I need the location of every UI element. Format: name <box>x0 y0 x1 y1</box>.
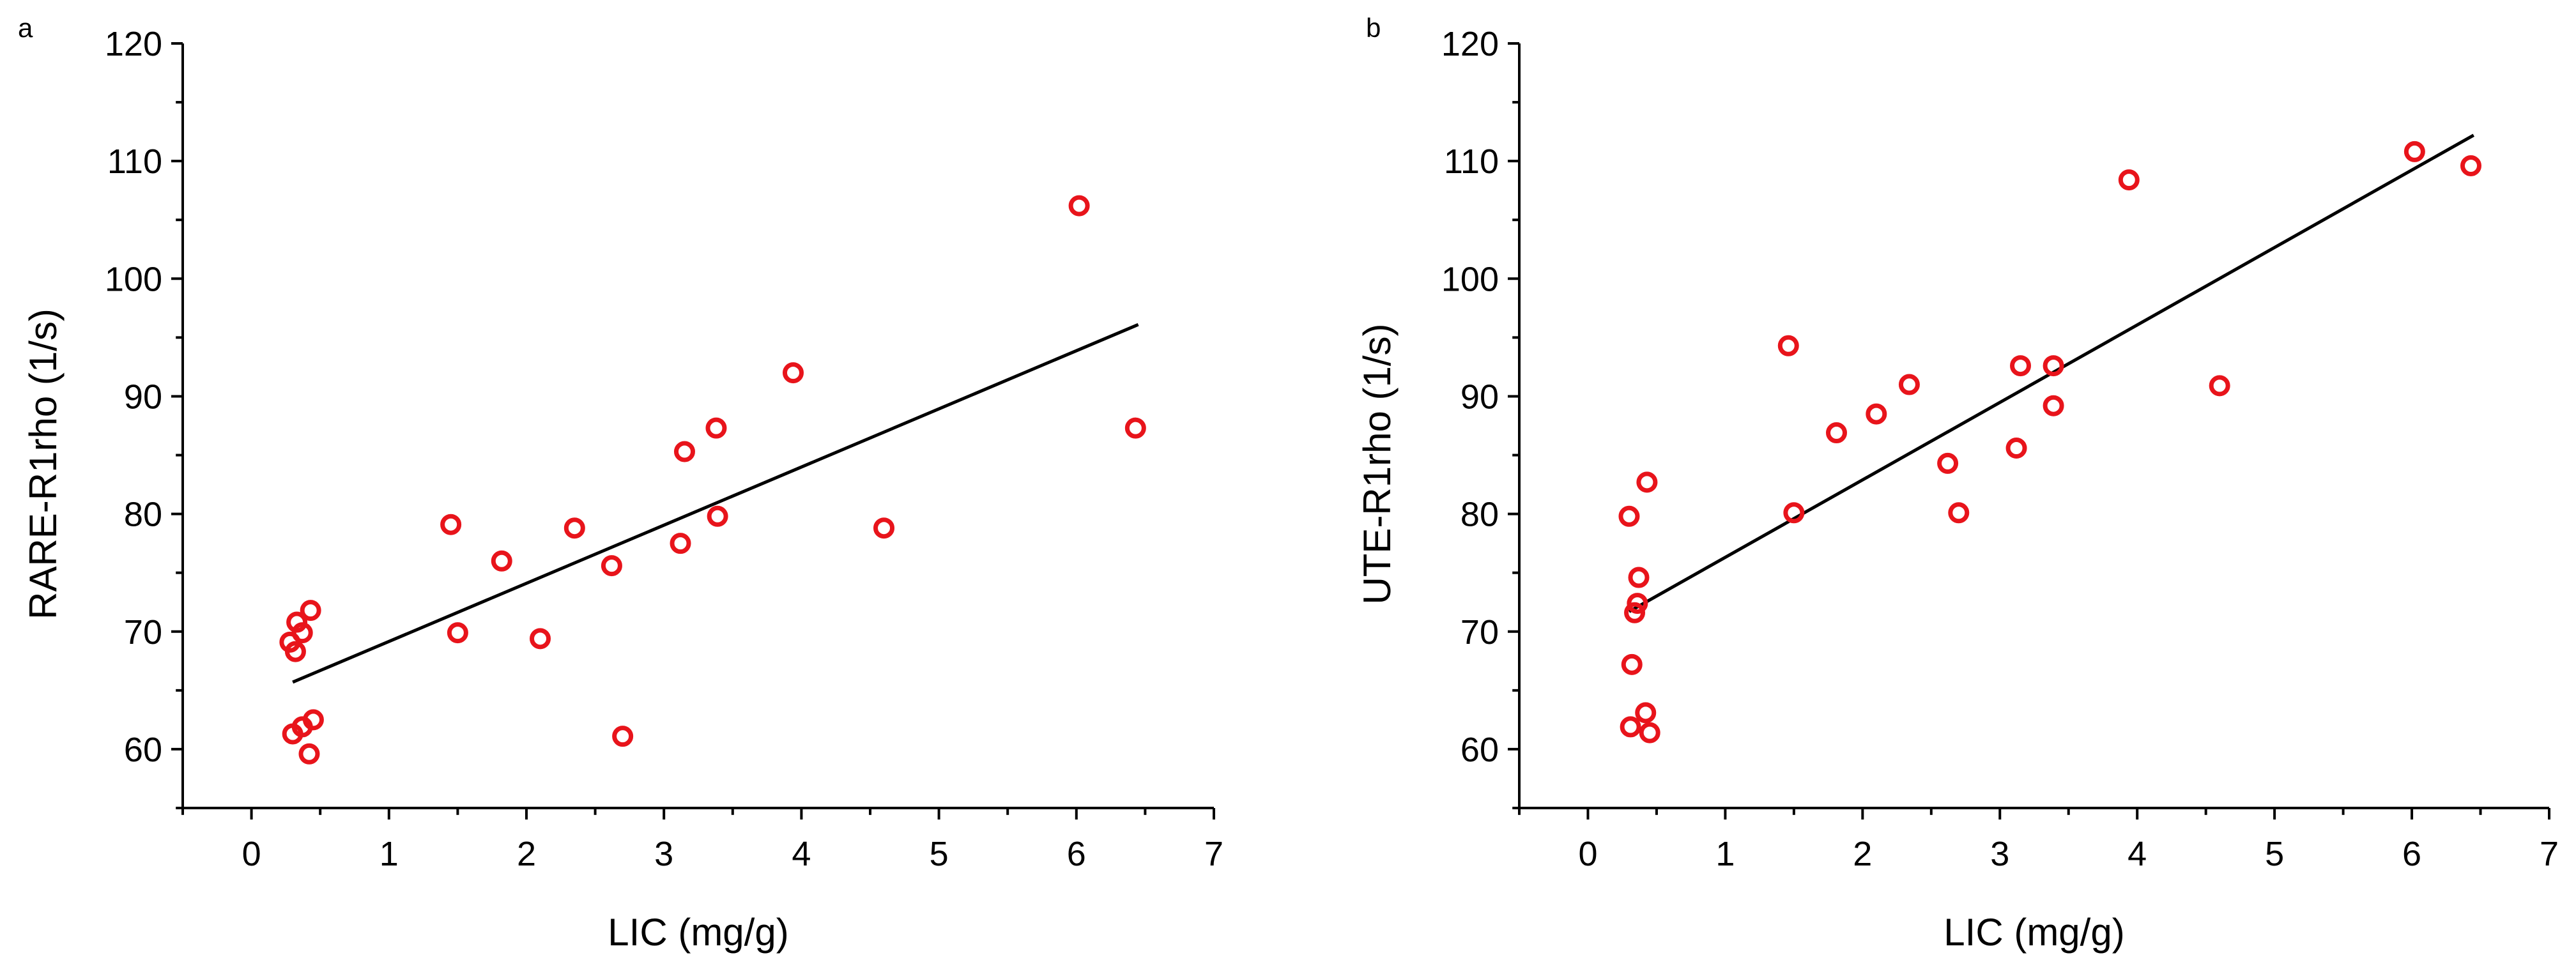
data-point <box>1621 653 1643 675</box>
data-point <box>2010 355 2032 377</box>
data-point <box>2404 141 2425 162</box>
data-point <box>2118 169 2140 191</box>
x-tick-label: 1 <box>1715 835 1735 873</box>
x-tick-label: 1 <box>379 835 399 873</box>
data-point <box>1627 593 1648 614</box>
x-tick-label: 4 <box>2128 835 2147 873</box>
data-point <box>284 641 306 662</box>
data-point <box>440 514 462 535</box>
data-point <box>1825 422 1847 444</box>
data-point <box>1898 374 1920 395</box>
y-tick-label: 110 <box>107 142 162 181</box>
y-tick-label: 90 <box>124 377 162 416</box>
data-point <box>2043 355 2064 377</box>
data-point <box>1635 702 1657 724</box>
data-point <box>1068 195 1090 217</box>
data-point <box>286 611 308 633</box>
y-tick-label: 110 <box>1444 142 1499 181</box>
x-tick-label: 0 <box>1578 835 1597 873</box>
y-tick-label: 90 <box>1460 377 1499 416</box>
x-axis-title: LIC (mg/g) <box>1943 911 2124 954</box>
data-point <box>530 628 551 650</box>
x-tick-label: 7 <box>1204 835 1223 873</box>
x-tick-label: 2 <box>517 835 536 873</box>
data-point <box>670 533 691 554</box>
data-point <box>1777 335 1799 356</box>
y-tick-label: 60 <box>1460 731 1499 769</box>
data-point <box>1124 417 1146 439</box>
y-tick-label: 80 <box>124 496 162 534</box>
panel-b: 0 1 2 3 4 5 6 7 60 70 80 90 100 110 120 LIC (mg/g) UTE-R… <box>1356 13 2559 954</box>
data-point <box>2005 437 2027 459</box>
data-point <box>705 417 727 439</box>
data-point <box>1948 502 1970 524</box>
data-point <box>782 362 804 384</box>
data-point <box>1783 502 1805 524</box>
panel-a: 0 1 2 3 4 5 6 7 60 70 80 90 100 110 120 LIC (mg/g) RARE-… <box>18 13 1223 954</box>
y-axis-title: RARE-R1rho (1/s) <box>22 309 65 620</box>
x-tick-label: 3 <box>1990 835 2009 873</box>
y-tick-label: 120 <box>105 25 162 63</box>
y-tick-label: 80 <box>1460 496 1499 534</box>
y-axis-title: UTE-R1rho (1/s) <box>1356 323 1399 604</box>
panel-label: b <box>1366 13 1381 43</box>
x-tick-label: 5 <box>930 835 949 873</box>
x-tick-label: 0 <box>242 835 261 873</box>
y-tick-label: 100 <box>1441 260 1499 298</box>
data-point <box>491 550 512 572</box>
x-tick-label: 6 <box>2402 835 2421 873</box>
x-axis-title: LIC (mg/g) <box>608 911 788 954</box>
data-point <box>447 622 468 644</box>
regression-line <box>292 323 1139 684</box>
data-point <box>302 709 324 731</box>
data-point <box>673 441 695 462</box>
data-point <box>1639 722 1660 743</box>
data-point <box>1866 403 1887 425</box>
data-point <box>1628 567 1650 588</box>
data-point <box>873 517 895 539</box>
data-point <box>1620 716 1641 738</box>
y-tick-label: 60 <box>124 731 162 769</box>
x-tick-label: 5 <box>2265 835 2284 873</box>
data-point <box>1636 471 1658 493</box>
y-tick-label: 100 <box>105 260 162 298</box>
data-point <box>1937 452 1959 474</box>
x-tick-label: 7 <box>2540 835 2559 873</box>
data-point <box>300 600 321 621</box>
panel-label: a <box>18 13 33 43</box>
y-tick-label: 70 <box>1460 613 1499 652</box>
data-point <box>2043 395 2064 416</box>
data-point <box>1618 505 1640 527</box>
x-tick-label: 4 <box>792 835 811 873</box>
x-tick-label: 3 <box>654 835 673 873</box>
data-point <box>291 622 313 644</box>
data-point <box>2460 155 2481 177</box>
y-tick-label: 120 <box>1441 25 1499 63</box>
data-point <box>612 726 634 747</box>
y-tick-label: 70 <box>124 613 162 652</box>
data-point <box>601 555 622 577</box>
data-point <box>298 743 320 765</box>
data-point <box>2209 375 2230 397</box>
x-tick-label: 2 <box>1853 835 1872 873</box>
data-point <box>564 517 585 539</box>
data-point <box>1624 602 1646 623</box>
x-tick-label: 6 <box>1067 835 1086 873</box>
data-point <box>707 505 728 527</box>
